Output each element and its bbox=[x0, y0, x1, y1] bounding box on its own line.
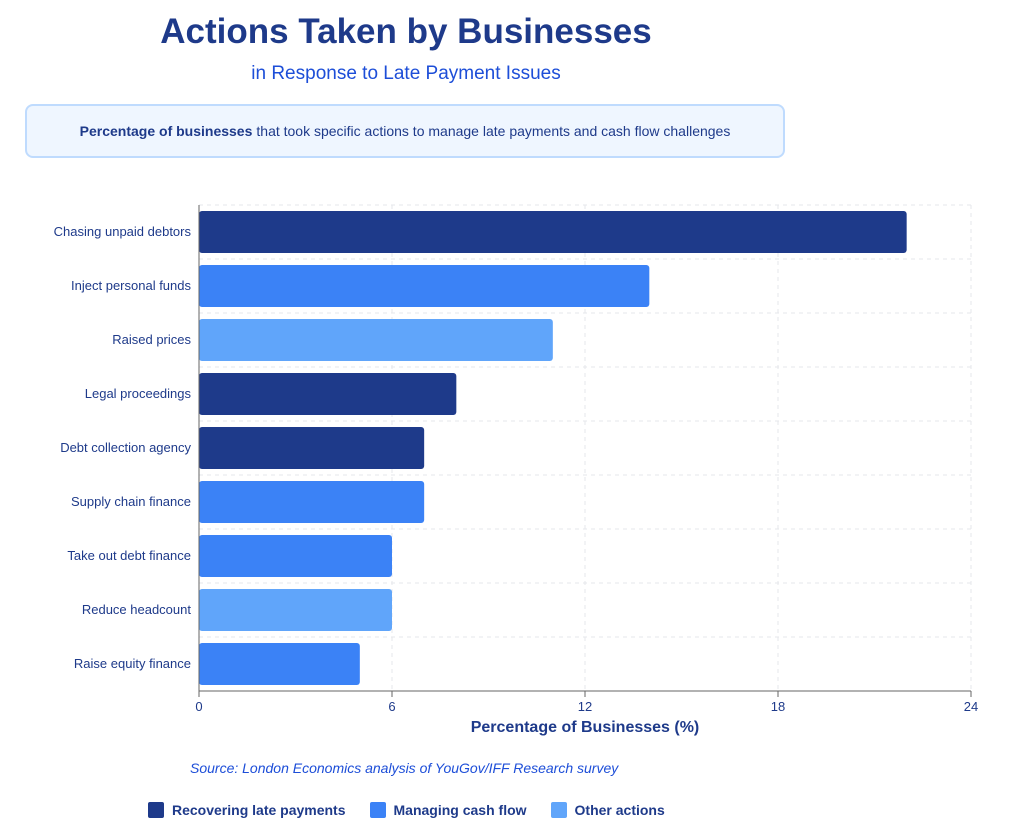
chart-subtitle: in Response to Late Payment Issues bbox=[251, 63, 561, 84]
legend-label: Other actions bbox=[574, 802, 665, 818]
legend-swatch bbox=[550, 802, 567, 818]
x-tick-label: 12 bbox=[578, 699, 592, 714]
bar bbox=[199, 427, 425, 469]
legend-swatch bbox=[148, 802, 164, 818]
bar bbox=[199, 481, 425, 523]
category-label: Take out debt finance bbox=[67, 548, 191, 563]
category-label: Reduce headcount bbox=[82, 602, 192, 617]
category-label: Supply chain finance bbox=[71, 494, 191, 509]
legend-item: Other actions bbox=[550, 802, 665, 818]
bar bbox=[199, 535, 392, 577]
legend-swatch bbox=[369, 802, 386, 818]
description-bold: Percentage of businesses bbox=[79, 123, 253, 139]
bar bbox=[199, 211, 907, 253]
chart-title: Actions Taken by Businesses bbox=[160, 12, 652, 51]
bar bbox=[199, 589, 392, 631]
category-label: Chasing unpaid debtors bbox=[54, 224, 192, 239]
legend-label: Recovering late payments bbox=[172, 802, 346, 818]
description-box: Percentage of businesses that took specif… bbox=[25, 104, 785, 158]
legend-item: Managing cash flow bbox=[369, 802, 527, 818]
category-label: Inject personal funds bbox=[71, 278, 191, 293]
legend: Recovering late payments Managing cash fl… bbox=[148, 802, 665, 818]
x-axis-title: Percentage of Businesses (%) bbox=[471, 719, 700, 736]
category-label: Raise equity finance bbox=[74, 656, 191, 671]
category-label: Debt collection agency bbox=[60, 440, 191, 455]
bar bbox=[199, 373, 457, 415]
category-label: Raised prices bbox=[112, 332, 191, 347]
legend-item: Recovering late payments bbox=[148, 802, 346, 818]
x-tick-label: 18 bbox=[771, 699, 785, 714]
bar bbox=[199, 265, 650, 307]
category-label: Legal proceedings bbox=[85, 386, 192, 401]
description-text: that took specific actions to manage lat… bbox=[256, 123, 731, 139]
legend-label: Managing cash flow bbox=[393, 802, 527, 818]
bar bbox=[199, 643, 360, 685]
x-tick-label: 6 bbox=[388, 699, 395, 714]
x-tick-label: 24 bbox=[964, 699, 978, 714]
bar-chart: Chasing unpaid debtors Inject personal fu… bbox=[54, 204, 978, 736]
bar bbox=[199, 319, 553, 361]
x-tick-label: 0 bbox=[195, 699, 202, 714]
source-note: Source: London Economics analysis of You… bbox=[190, 760, 619, 776]
